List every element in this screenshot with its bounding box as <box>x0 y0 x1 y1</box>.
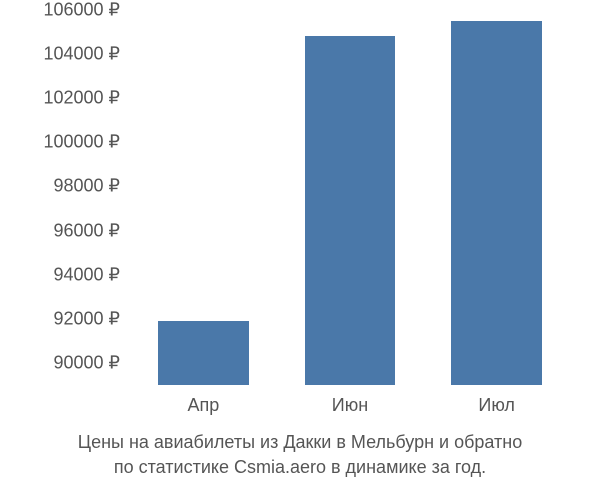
y-tick-label: 96000 ₽ <box>53 220 120 241</box>
y-axis: 90000 ₽ 92000 ₽ 94000 ₽ 96000 ₽ 98000 ₽ 10000… <box>0 10 125 385</box>
bar <box>305 36 396 385</box>
price-chart: 90000 ₽ 92000 ₽ 94000 ₽ 96000 ₽ 98000 ₽ 10000… <box>0 0 600 500</box>
x-tick-label: Апр <box>187 395 219 416</box>
y-tick-label: 104000 ₽ <box>43 44 120 65</box>
y-tick-label: 98000 ₽ <box>53 176 120 197</box>
y-tick-label: 100000 ₽ <box>43 132 120 153</box>
x-tick-label: Июл <box>478 395 515 416</box>
x-axis: Апр Июн Июл <box>130 390 570 420</box>
plot-area <box>130 10 570 385</box>
x-tick-label: Июн <box>332 395 368 416</box>
bar <box>158 321 249 385</box>
y-tick-label: 102000 ₽ <box>43 88 120 109</box>
caption-line-2: по статистике Csmia.aero в динамике за г… <box>114 457 486 477</box>
y-tick-label: 106000 ₽ <box>43 0 120 21</box>
y-tick-label: 94000 ₽ <box>53 264 120 285</box>
y-tick-label: 92000 ₽ <box>53 308 120 329</box>
y-tick-label: 90000 ₽ <box>53 352 120 373</box>
caption-line-1: Цены на авиабилеты из Дакки в Мельбурн и… <box>78 432 523 452</box>
bar <box>451 21 542 385</box>
chart-caption: Цены на авиабилеты из Дакки в Мельбурн и… <box>0 430 600 480</box>
